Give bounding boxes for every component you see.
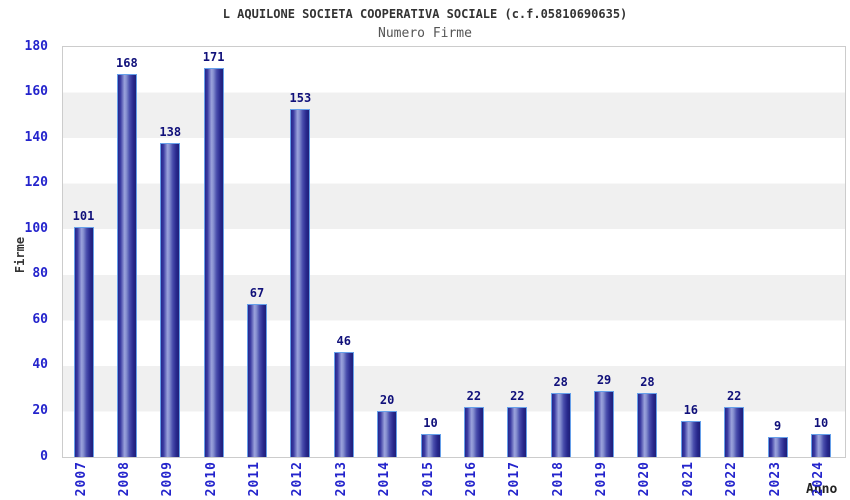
y-tick-label-100: 100 bbox=[24, 220, 48, 236]
bar-2018 bbox=[550, 393, 571, 457]
plot-area: 101 168 138 171 67 153 46 20 10 22 22 28 29 28 16 22 9 10 bbox=[62, 46, 846, 458]
bar-value-2022: 22 bbox=[726, 388, 742, 403]
y-tick-label-180: 180 bbox=[24, 38, 48, 54]
chart-title: L AQUILONE SOCIETA COOPERATIVA SOCIALE (… bbox=[222, 7, 628, 21]
x-tick-label-2009: 2009 bbox=[160, 461, 176, 497]
bar-2012 bbox=[290, 108, 311, 457]
x-tick-label-2012: 2012 bbox=[290, 461, 306, 497]
bar-2009 bbox=[160, 142, 181, 457]
bar-value-2008: 168 bbox=[116, 56, 138, 71]
bar-value-2015: 10 bbox=[423, 416, 438, 431]
bar-2017 bbox=[507, 406, 528, 457]
bar-2020 bbox=[637, 393, 658, 457]
bar-value-2016: 22 bbox=[466, 388, 482, 403]
x-tick-label-2017: 2017 bbox=[507, 461, 523, 497]
bar-2013 bbox=[333, 352, 354, 457]
x-tick-label-2018: 2018 bbox=[550, 461, 566, 497]
x-tick-label-2021: 2021 bbox=[680, 461, 696, 497]
x-tick-label-2011: 2011 bbox=[247, 461, 263, 497]
x-tick-label-2016: 2016 bbox=[463, 461, 479, 497]
bar-2008 bbox=[116, 74, 137, 457]
bar-value-2018: 28 bbox=[553, 375, 568, 390]
y-tick-label-20: 20 bbox=[32, 402, 48, 418]
bar-2021 bbox=[680, 420, 701, 457]
bar-2016 bbox=[463, 406, 484, 457]
x-tick-label-2019: 2019 bbox=[594, 461, 610, 497]
bar-value-2017: 22 bbox=[510, 388, 525, 403]
bar-value-2009: 138 bbox=[159, 124, 182, 139]
y-tick-label-160: 160 bbox=[24, 84, 48, 100]
y-tick-label-80: 80 bbox=[32, 266, 48, 282]
bar-value-2014: 20 bbox=[379, 393, 395, 408]
y-tick-label-0: 0 bbox=[40, 448, 48, 464]
x-tick-label-2013: 2013 bbox=[333, 461, 349, 497]
bar-value-2010: 171 bbox=[202, 49, 225, 64]
x-tick-label-2020: 2020 bbox=[637, 461, 653, 497]
x-tick-label-2023: 2023 bbox=[767, 461, 783, 497]
bar-value-2021: 16 bbox=[683, 402, 699, 417]
bar-value-2019: 29 bbox=[596, 372, 612, 387]
bar-2022 bbox=[724, 406, 745, 457]
y-tick-label-60: 60 bbox=[32, 311, 48, 327]
y-axis-title: Firme bbox=[13, 236, 27, 274]
x-tick-label-2015: 2015 bbox=[420, 461, 436, 497]
bar-2015 bbox=[420, 434, 441, 457]
x-tick-label-2008: 2008 bbox=[116, 461, 132, 497]
bar-value-2007: 101 bbox=[72, 208, 95, 223]
bar-2011 bbox=[247, 304, 268, 457]
y-axis-ticks: 0 20 40 60 80 100 120 140 160 180 bbox=[0, 40, 56, 463]
y-tick-label-40: 40 bbox=[32, 357, 48, 373]
bar-2007 bbox=[73, 226, 94, 457]
bar-value-2011: 67 bbox=[249, 286, 265, 301]
bar-2019 bbox=[594, 390, 615, 457]
x-tick-label-2024: 2024 bbox=[810, 461, 826, 497]
y-tick-label-140: 140 bbox=[24, 129, 48, 145]
x-tick-label-2022: 2022 bbox=[724, 461, 740, 497]
bar-value-2020: 28 bbox=[640, 375, 655, 390]
x-axis-title: Anno bbox=[806, 482, 838, 497]
bar-2023 bbox=[767, 436, 788, 457]
chart-subtitle: Numero Firme bbox=[378, 26, 472, 41]
bar-2014 bbox=[377, 411, 398, 457]
bar-value-2012: 153 bbox=[289, 90, 312, 105]
bar-value-2024: 10 bbox=[813, 416, 829, 431]
x-tick-label-2014: 2014 bbox=[377, 461, 393, 497]
bar-2010 bbox=[203, 67, 224, 457]
x-tick-label-2010: 2010 bbox=[203, 461, 219, 497]
x-tick-label-2007: 2007 bbox=[73, 461, 89, 497]
bar-value-2013: 46 bbox=[336, 334, 351, 349]
bar-value-2023: 9 bbox=[773, 418, 782, 433]
bar-2024 bbox=[810, 434, 831, 457]
y-tick-label-120: 120 bbox=[24, 175, 48, 191]
